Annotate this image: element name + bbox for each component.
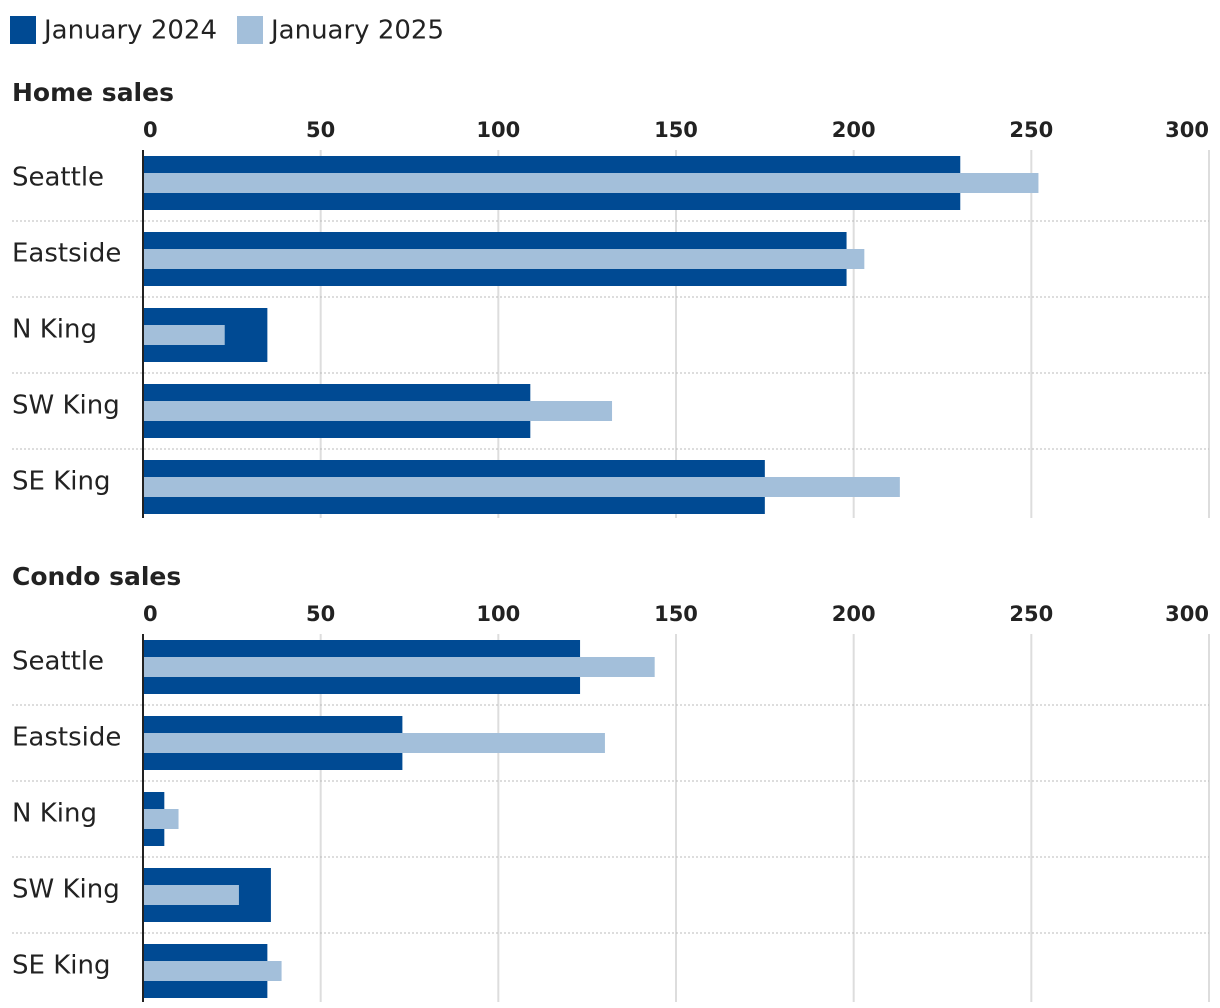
bar	[143, 809, 179, 829]
y-tick-label: Eastside	[12, 723, 121, 753]
bar	[143, 401, 613, 421]
legend-label: January 2025	[269, 16, 444, 46]
y-tick-label: N King	[12, 315, 97, 345]
x-tick-label: 150	[654, 602, 698, 626]
bar	[143, 325, 225, 345]
panel-title: Condo sales	[12, 562, 181, 591]
legend-label: January 2024	[42, 16, 217, 46]
y-tick-label: N King	[12, 799, 97, 829]
x-tick-label: 200	[832, 602, 876, 626]
x-tick-label: 100	[476, 118, 520, 142]
x-tick-label: 250	[1009, 602, 1053, 626]
bar	[143, 961, 282, 981]
y-tick-label: SE King	[12, 467, 110, 497]
legend-swatch	[10, 16, 36, 44]
x-tick-label: 250	[1009, 118, 1053, 142]
x-tick-label: 50	[306, 602, 335, 626]
bar	[143, 885, 239, 905]
y-tick-label: SW King	[12, 875, 120, 905]
x-tick-label: 0	[143, 118, 158, 142]
x-tick-label: 200	[832, 118, 876, 142]
bar	[143, 173, 1039, 193]
panel-title: Home sales	[12, 78, 174, 107]
x-tick-label: 50	[306, 118, 335, 142]
x-tick-label: 100	[476, 602, 520, 626]
bar	[143, 477, 900, 497]
y-tick-label: SE King	[12, 951, 110, 981]
x-tick-label: 150	[654, 118, 698, 142]
x-tick-label: 0	[143, 602, 158, 626]
bar	[143, 249, 865, 269]
bar	[143, 657, 655, 677]
y-tick-label: Eastside	[12, 239, 121, 269]
y-tick-label: Seattle	[12, 647, 104, 677]
y-tick-label: Seattle	[12, 163, 104, 193]
bar	[143, 733, 605, 753]
y-tick-label: SW King	[12, 391, 120, 421]
legend-swatch	[237, 16, 263, 44]
x-tick-label: 300	[1165, 602, 1209, 626]
x-tick-label: 300	[1165, 118, 1209, 142]
